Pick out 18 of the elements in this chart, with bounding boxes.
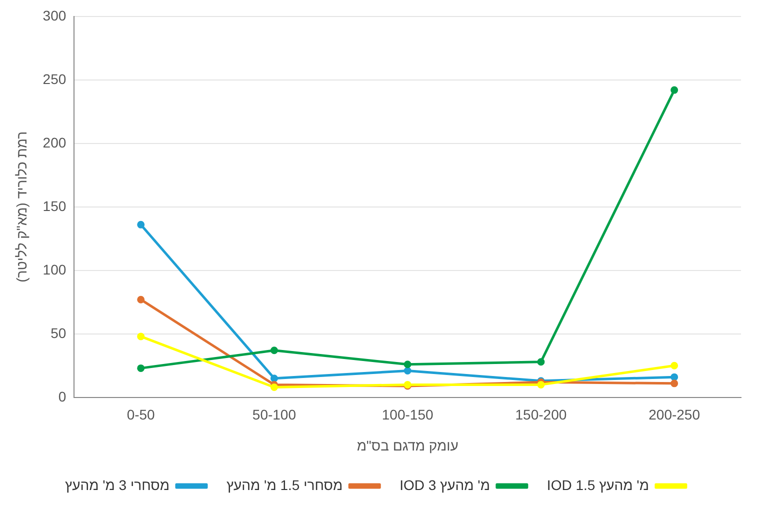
y-tick-label: 0 [58,388,66,404]
x-tick-label: 100-150 [382,406,434,423]
y-axis-title: רמת כלוריד (מא"ק לליטר) [13,131,30,282]
x-tick-label: 50-100 [252,406,296,423]
legend-label: IOD 1.5 מ' מהעץ [546,476,649,493]
y-tick-label: 300 [42,7,66,24]
y-tick-label: 200 [42,134,66,150]
x-tick-label: 150-200 [515,406,567,423]
y-tick-label: 150 [42,198,66,214]
x-tick-label: 200-250 [648,406,700,423]
legend-label: IOD 3 מ' מהעץ [400,476,490,493]
y-tick-label: 50 [50,324,66,341]
legend-label: מסחרי 1.5 מ' מהעץ [226,476,343,493]
legend-label: מסחרי 3 מ' מהעץ [65,476,170,493]
x-tick-label: 0-50 [126,406,156,423]
y-tick-label: 250 [42,70,66,87]
x-axis-title: עומק מדגם בס"מ [356,437,458,454]
y-tick-label: 100 [42,261,66,278]
